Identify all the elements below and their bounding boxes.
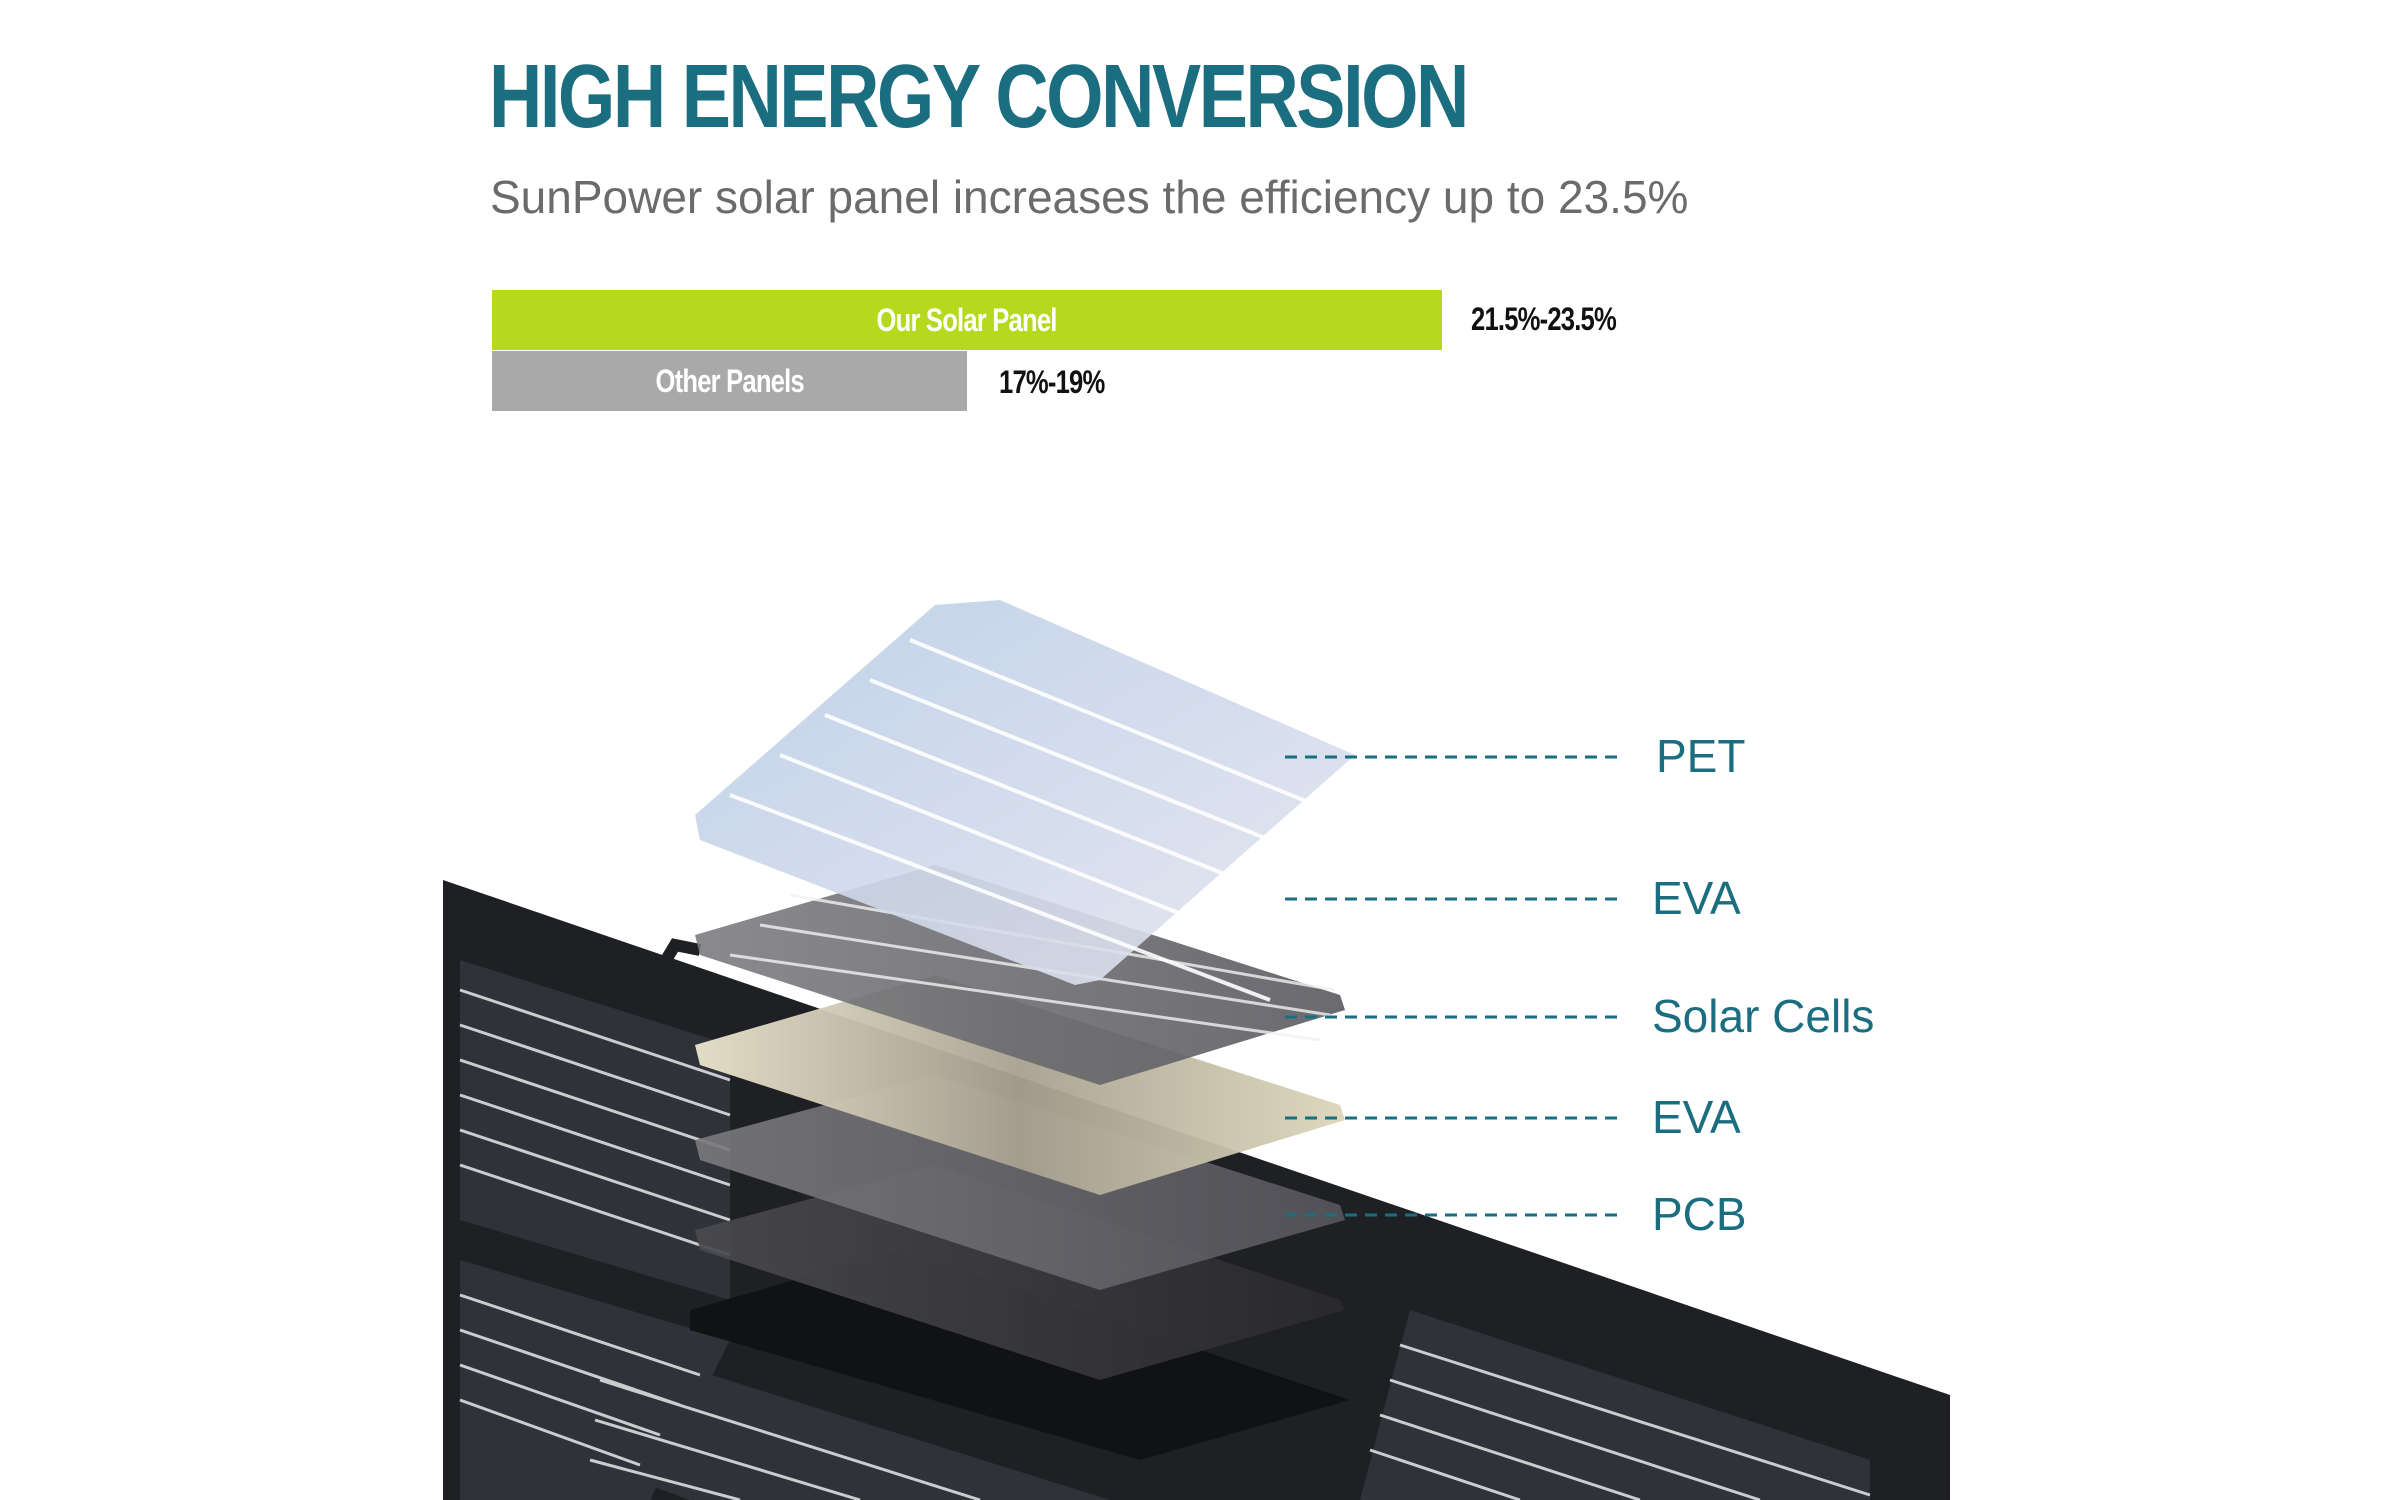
other-panel-label: Other Panels <box>655 362 804 399</box>
layer-label-pet: PET <box>1656 730 1746 782</box>
other-panel-value: 17%-19% <box>999 364 1105 400</box>
layer-label-pcb: PCB <box>1652 1188 1747 1240</box>
other-panel-bar: Other Panels <box>492 351 967 411</box>
our-panel-label: Our Solar Panel <box>876 301 1058 338</box>
our-panel-value: 21.5%-23.5% <box>1471 301 1617 337</box>
layer-label-solar-cells: Solar Cells <box>1652 990 1875 1042</box>
page-title: HIGH ENERGY CONVERSION <box>489 47 1469 147</box>
layer-label-eva-lower: EVA <box>1652 1091 1741 1143</box>
page-subtitle: SunPower solar panel increases the effic… <box>490 171 1689 223</box>
layer-stack <box>690 600 1355 1460</box>
leader-lines <box>1285 755 1620 1217</box>
our-panel-bar: Our Solar Panel <box>492 290 1442 350</box>
layer-label-eva-upper: EVA <box>1652 872 1741 924</box>
